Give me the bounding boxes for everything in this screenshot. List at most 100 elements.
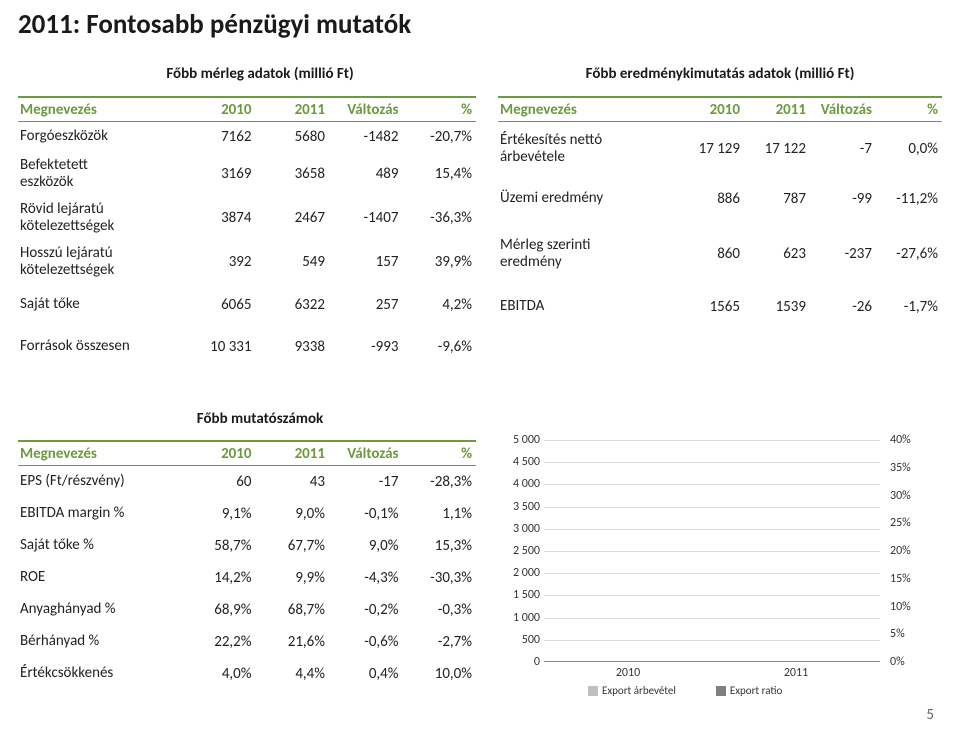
chart-legend: Export árbevétel Export ratio <box>588 684 782 697</box>
cell: -4,3% <box>329 569 403 587</box>
ytick-left: 4 500 <box>498 455 540 469</box>
legend-bar-label: Export árbevétel <box>602 684 676 697</box>
cell: 3169 <box>182 165 256 183</box>
ytick-right: 0% <box>890 655 940 669</box>
cell: 68,7% <box>256 601 330 619</box>
cell: 10 331 <box>182 338 256 356</box>
cell: 0,0% <box>876 140 942 158</box>
col-change: Változás <box>329 101 403 119</box>
cell: -0,3% <box>403 601 477 619</box>
table-row: Értékesítés nettó árbevétele17 12917 122… <box>498 122 942 176</box>
xtick-label: 2010 <box>616 666 640 680</box>
cell: 68,9% <box>182 601 256 619</box>
table-row: Források összesen10 3319338-993-9,6% <box>18 326 476 368</box>
ytick-right: 20% <box>890 544 940 558</box>
cell: -2,7% <box>403 633 477 651</box>
cell: 4,4% <box>256 665 330 683</box>
cell: 15,4% <box>403 165 477 183</box>
row-label: Értékesítés nettó árbevétele <box>498 132 678 167</box>
cell: -237 <box>810 245 876 263</box>
table-row: Saját tőke %58,7%67,7%9,0%15,3% <box>18 530 476 562</box>
cell: 1539 <box>744 298 810 316</box>
ytick-left: 5 000 <box>498 433 540 447</box>
table-row: Forgóeszközök71625680-1482-20,7% <box>18 122 476 152</box>
page-number: 5 <box>926 706 934 724</box>
section-title-income: Főbb eredménykimutatás adatok (millió Ft… <box>500 65 940 83</box>
ytick-right: 30% <box>890 489 940 503</box>
ytick-left: 0 <box>498 655 540 669</box>
cell: -28,3% <box>403 473 477 491</box>
cell: 43 <box>256 473 330 491</box>
ytick-right: 15% <box>890 572 940 586</box>
cell: 1,1% <box>403 505 477 523</box>
row-label: Bérhányad % <box>18 633 182 650</box>
cell: 157 <box>329 253 403 271</box>
cell: 3658 <box>256 165 330 183</box>
cell: -20,7% <box>403 128 477 146</box>
cell: -0,2% <box>329 601 403 619</box>
cell: 5680 <box>256 128 330 146</box>
cell: -17 <box>329 473 403 491</box>
row-label: Befektetett eszközök <box>18 157 182 192</box>
col-2011: 2011 <box>256 445 330 463</box>
ytick-right: 10% <box>890 600 940 614</box>
col-2011: 2011 <box>744 101 810 119</box>
table-row: Bérhányad %22,2%21,6%-0,6%-2,7% <box>18 626 476 658</box>
table-row: EBITDA15651539-26-1,7% <box>498 286 942 328</box>
cell: 549 <box>256 253 330 271</box>
row-label: Értékcsökkenés <box>18 665 182 682</box>
cell: -27,6% <box>876 245 942 263</box>
row-label: Forgóeszközök <box>18 128 182 145</box>
col-2010: 2010 <box>182 445 256 463</box>
ytick-right: 5% <box>890 627 940 641</box>
cell: -0,6% <box>329 633 403 651</box>
row-label: Mérleg szerinti eredmény <box>498 237 678 272</box>
col-2010: 2010 <box>182 101 256 119</box>
cell: 10,0% <box>403 665 477 683</box>
row-label: Anyaghányad % <box>18 601 182 618</box>
col-2010: 2010 <box>678 101 744 119</box>
export-chart: 05001 0001 5002 0002 5003 0003 5004 0004… <box>498 440 940 692</box>
cell: 489 <box>329 165 403 183</box>
cell: -1407 <box>329 209 403 227</box>
cell: 787 <box>744 190 810 208</box>
col-pct: % <box>403 445 477 463</box>
cell: 21,6% <box>256 633 330 651</box>
cell: 2467 <box>256 209 330 227</box>
cell: 39,9% <box>403 253 477 271</box>
cell: 0,4% <box>329 665 403 683</box>
cell: 886 <box>678 190 744 208</box>
cell: 9,1% <box>182 505 256 523</box>
legend-line-label: Export ratio <box>730 684 782 697</box>
table-row: Mérleg szerinti eredmény860623-237-27,6% <box>498 222 942 286</box>
row-label: Hosszú lejáratú kötelezettségek <box>18 245 182 280</box>
cell: 4,2% <box>403 296 477 314</box>
table-row: Befektetett eszközök3169365848915,4% <box>18 152 476 196</box>
cell: 17 129 <box>678 140 744 158</box>
row-label: Források összesen <box>18 338 182 355</box>
cell: 22,2% <box>182 633 256 651</box>
cell: 257 <box>329 296 403 314</box>
cell: 3874 <box>182 209 256 227</box>
cell: 7162 <box>182 128 256 146</box>
row-label: EPS (Ft/részvény) <box>18 473 182 490</box>
table-row: Értékcsökkenés4,0%4,4%0,4%10,0% <box>18 658 476 690</box>
balance-table: Megnevezés 2010 2011 Változás % Forgóesz… <box>18 96 476 368</box>
cell: 15,3% <box>403 537 477 555</box>
table-header: Megnevezés 2010 2011 Változás % <box>18 96 476 122</box>
cell: -9,6% <box>403 338 477 356</box>
col-pct: % <box>876 101 942 119</box>
ytick-left: 2 500 <box>498 544 540 558</box>
plot-area <box>544 440 880 662</box>
row-label: EBITDA <box>498 298 678 315</box>
cell: -99 <box>810 190 876 208</box>
col-change: Változás <box>329 445 403 463</box>
ytick-right: 35% <box>890 461 940 475</box>
col-2011: 2011 <box>256 101 330 119</box>
cell: -26 <box>810 298 876 316</box>
row-label: Üzemi eredmény <box>498 190 678 207</box>
cell: -0,1% <box>329 505 403 523</box>
cell: 17 122 <box>744 140 810 158</box>
section-title-ratios: Főbb mutatószámok <box>40 410 480 428</box>
cell: 9,0% <box>256 505 330 523</box>
